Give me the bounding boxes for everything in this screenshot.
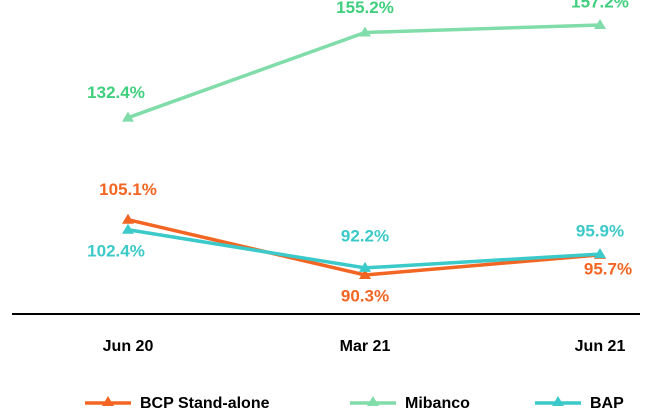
x-tick-label: Jun 21 xyxy=(575,338,626,355)
data-label: 95.9% xyxy=(576,222,624,241)
data-label: 155.2% xyxy=(336,0,394,17)
point-marker xyxy=(122,111,134,122)
data-label: 90.3% xyxy=(341,286,389,305)
legend-label: BCP Stand-alone xyxy=(140,395,270,412)
x-tick-label: Jun 20 xyxy=(103,338,154,355)
data-label: 102.4% xyxy=(87,241,145,260)
legend-label: Mibanco xyxy=(405,395,470,412)
point-marker xyxy=(359,261,371,272)
point-marker xyxy=(594,19,606,29)
point-marker xyxy=(359,269,371,279)
data-label: 95.7% xyxy=(584,259,632,278)
point-marker xyxy=(359,26,371,37)
legend-marker xyxy=(367,396,379,406)
series-line xyxy=(127,23,601,120)
data-label: 105.1% xyxy=(99,180,157,199)
data-label: 92.2% xyxy=(341,226,389,245)
point-marker xyxy=(122,223,134,234)
point-marker xyxy=(122,213,134,224)
legend-marker xyxy=(552,396,564,406)
legend-marker xyxy=(102,396,114,406)
legend-label: BAP xyxy=(590,395,624,412)
x-tick-label: Mar 21 xyxy=(340,338,391,355)
point-marker xyxy=(594,248,606,259)
data-label: 132.4% xyxy=(87,83,145,102)
data-label: 157.2% xyxy=(571,0,629,11)
